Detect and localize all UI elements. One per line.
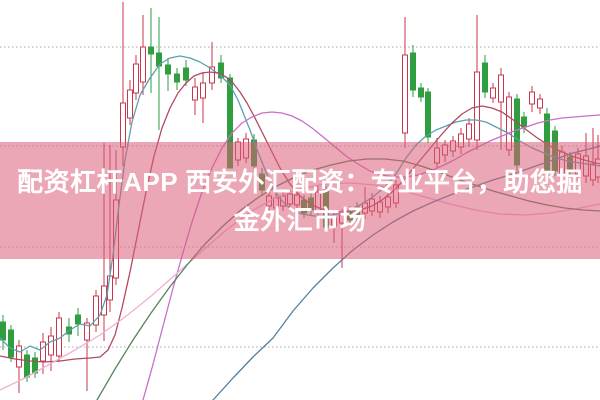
candle-up — [537, 98, 543, 109]
candle-up — [529, 91, 535, 105]
candle-down — [552, 130, 558, 172]
candle-up — [498, 74, 504, 103]
candle-up — [273, 197, 279, 209]
candle-down — [354, 206, 360, 218]
candle-down — [148, 46, 154, 55]
candle-down — [183, 67, 189, 81]
candle-up — [559, 151, 565, 175]
candle-down — [75, 314, 81, 325]
candle-down — [24, 354, 30, 378]
candle-up — [294, 194, 300, 206]
candle-up — [120, 102, 126, 148]
candle-down — [165, 64, 171, 75]
candle-up — [101, 285, 107, 316]
candle-up — [458, 133, 464, 148]
candle-up — [434, 147, 440, 164]
candle-up — [450, 140, 456, 152]
candle-up — [192, 86, 198, 101]
candle-up — [48, 335, 54, 356]
candle-down — [482, 62, 488, 93]
candle-down — [227, 77, 233, 169]
candle-up — [84, 322, 90, 341]
candle-up — [377, 201, 383, 213]
candle-up — [595, 158, 600, 178]
candle-up — [331, 217, 337, 227]
candle-up — [315, 191, 321, 213]
ma-long-orchid-line — [142, 111, 600, 400]
candle-up — [385, 196, 391, 208]
candle-down — [418, 87, 424, 98]
candle-up — [209, 66, 215, 84]
ma-long-darkgreen-line — [96, 158, 600, 400]
candle-up — [200, 82, 206, 99]
candle-up — [243, 138, 249, 159]
candle-up — [442, 144, 448, 156]
candle-up — [133, 63, 139, 94]
candle-down — [425, 91, 431, 138]
candle-down — [251, 139, 257, 167]
candle-down — [521, 116, 527, 128]
candle-down — [301, 199, 307, 214]
candle-up — [127, 89, 133, 119]
candle-up — [466, 123, 472, 140]
candle-down — [259, 173, 265, 191]
candle-up — [402, 54, 408, 134]
candle-up — [583, 155, 589, 177]
candle-down — [514, 98, 520, 166]
candle-down — [0, 321, 6, 341]
candle-up — [506, 96, 512, 151]
candle-up — [490, 87, 496, 99]
candle-up — [287, 193, 293, 205]
candle-up — [93, 295, 99, 326]
candle-down — [567, 156, 573, 171]
candle-up — [140, 46, 146, 83]
candle-down — [410, 52, 416, 91]
candle-up — [590, 163, 596, 181]
candle-down — [347, 211, 353, 221]
candle-down — [218, 62, 224, 79]
candle-down — [323, 189, 329, 228]
candle-down — [174, 73, 180, 83]
ma-long-lightpink-line — [0, 182, 600, 391]
candle-up — [16, 345, 22, 368]
candle-up — [339, 214, 345, 224]
candle-down — [8, 329, 14, 358]
candle-up — [235, 141, 241, 161]
candle-up — [40, 341, 46, 362]
